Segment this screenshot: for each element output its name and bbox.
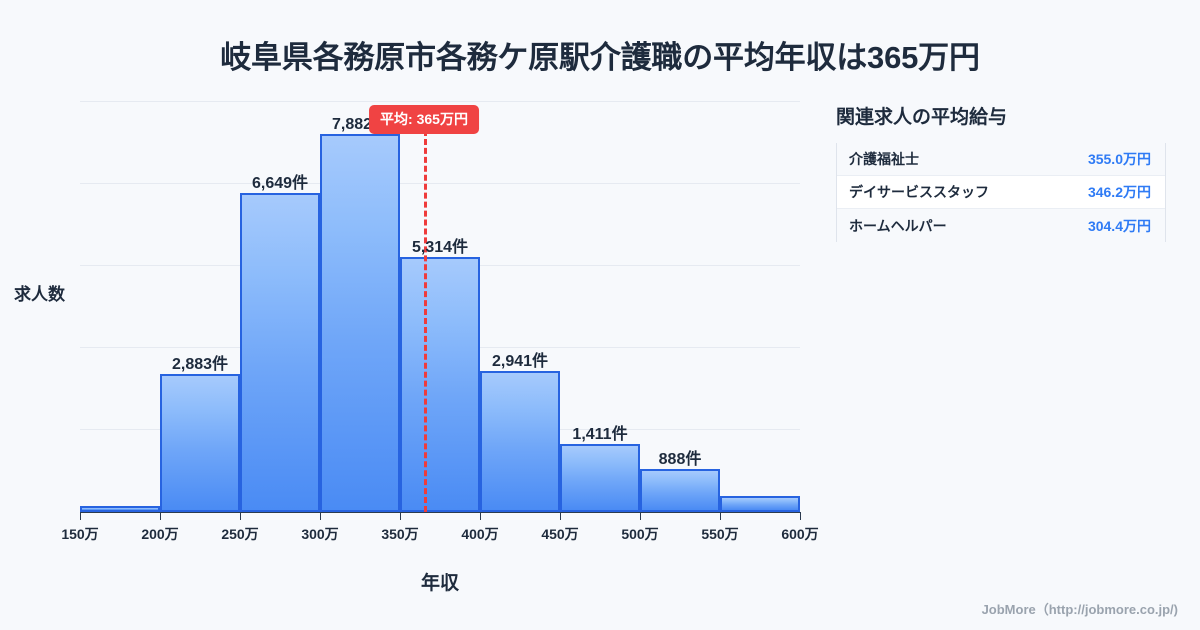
table-row: 介護福祉士 355.0万円 [837,143,1165,176]
gridline [80,183,800,184]
chart-plot-area [80,100,800,512]
role-salary-value: 346.2万円 [1087,184,1151,200]
page-title: 岐阜県各務原市各務ケ原駅介護職の平均年収は365万円 [220,40,980,75]
x-axis-tick-label: 600万 [781,526,819,542]
bar [320,134,400,512]
bar [640,469,720,512]
x-axis-tick-label: 350万 [381,526,419,542]
x-axis-tick [400,512,401,520]
x-axis-tick-label: 150万 [61,526,99,542]
x-axis-tick [560,512,561,520]
y-axis-label: 求人数 [14,285,65,304]
bar-series [80,100,800,512]
bar-value-label: 888件 [658,451,702,469]
x-axis-tick [480,512,481,520]
bar-value-label: 2,883件 [171,355,229,373]
bar-value-label: 5,314件 [411,239,469,257]
bar-value-label: 1,411件 [572,426,628,444]
x-axis-tick [320,512,321,520]
x-axis-tick [160,512,161,520]
x-axis-tick [240,512,241,520]
role-name: 介護福祉士 [849,151,919,167]
bar [560,444,640,512]
related-salary-panel: 関連求人の平均給与 介護福祉士 355.0万円デイサービススタッフ 346.2万円ホ… [836,102,1172,242]
x-axis-tick-label: 500万 [621,526,659,542]
average-badge: 平均: 365万円 [369,105,479,134]
role-name: ホームヘルパー [849,217,947,234]
role-salary-value: 304.4万円 [1087,217,1151,234]
x-axis-tick [640,512,641,520]
bar [240,193,320,512]
x-axis-tick [80,512,81,520]
footer-attribution: JobMore（http://jobmore.co.jp/) [981,602,1178,617]
bar [160,373,240,512]
x-axis-tick [720,512,721,520]
role-name: デイサービススタッフ [849,184,989,200]
x-axis-tick-label: 450万 [541,526,579,542]
x-axis-label: 年収 [420,573,459,594]
bar-value-label: 6,649件 [251,175,309,193]
x-axis-tick-label: 400万 [461,526,499,542]
bar [480,371,560,512]
table-row: デイサービススタッフ 346.2万円 [837,176,1165,209]
x-axis-tick [800,512,801,520]
table-row: ホームヘルパー 304.4万円 [837,209,1165,242]
x-axis-tick-label: 300万 [301,526,339,542]
bar-value-label: 2,941件 [491,353,549,371]
x-axis-tick-label: 250万 [221,526,259,542]
gridline [80,101,800,102]
role-salary-value: 355.0万円 [1087,151,1151,167]
x-axis-line [80,512,800,513]
related-salary-table: 介護福祉士 355.0万円デイサービススタッフ 346.2万円ホームヘルパー 304.… [836,143,1166,242]
bar [720,496,800,512]
x-axis-tick-label: 550万 [701,526,739,542]
bar [400,257,480,512]
panel-title: 関連求人の平均給与 [836,107,1008,128]
bar [80,506,160,512]
average-line [424,130,427,512]
x-axis-tick-label: 200万 [141,526,179,542]
